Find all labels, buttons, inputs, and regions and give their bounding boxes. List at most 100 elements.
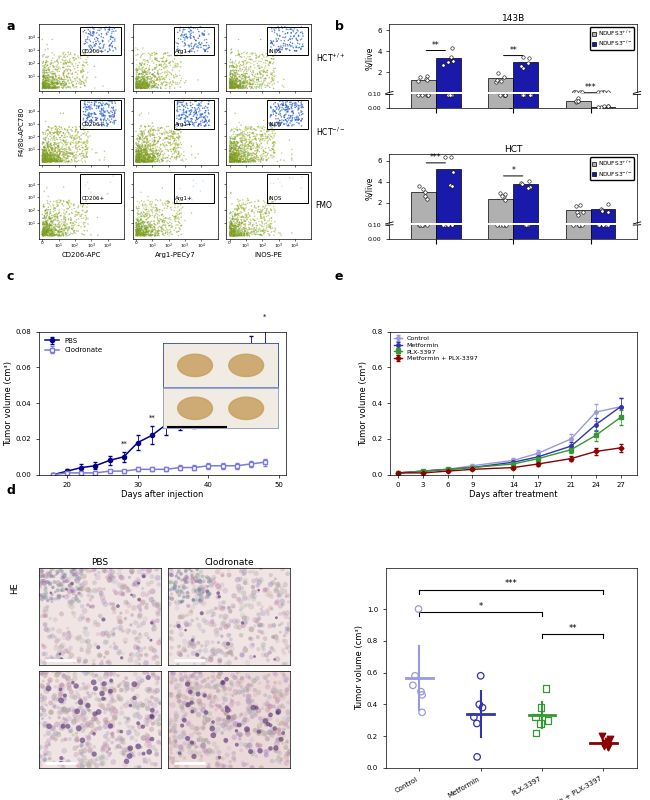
Point bbox=[230, 154, 240, 166]
Point bbox=[232, 137, 242, 150]
Point bbox=[142, 80, 152, 93]
Point bbox=[226, 154, 236, 167]
Point bbox=[247, 694, 257, 707]
Point bbox=[54, 50, 64, 62]
Point bbox=[226, 228, 237, 241]
Point bbox=[49, 221, 60, 234]
Point bbox=[40, 149, 50, 162]
Point bbox=[282, 119, 293, 132]
Point bbox=[52, 145, 62, 158]
Point bbox=[41, 150, 51, 162]
Point bbox=[224, 629, 234, 642]
Point bbox=[133, 74, 144, 86]
Point bbox=[133, 154, 144, 166]
Point bbox=[231, 78, 241, 90]
Point bbox=[139, 195, 150, 208]
Point bbox=[238, 152, 248, 165]
Point bbox=[185, 562, 195, 574]
Point bbox=[100, 730, 110, 742]
Point bbox=[245, 152, 255, 165]
Text: **: ** bbox=[510, 46, 517, 54]
Point bbox=[76, 747, 86, 760]
Point bbox=[133, 228, 144, 241]
Point bbox=[151, 148, 162, 161]
Point bbox=[240, 62, 251, 74]
Point bbox=[231, 81, 241, 94]
Point bbox=[144, 685, 154, 698]
Point bbox=[107, 26, 117, 38]
Point bbox=[53, 77, 63, 90]
Point bbox=[191, 111, 202, 124]
Point bbox=[131, 225, 142, 238]
Point bbox=[140, 74, 151, 87]
Point bbox=[283, 109, 294, 122]
Point bbox=[77, 227, 87, 240]
Point bbox=[54, 206, 64, 219]
Point bbox=[224, 155, 235, 168]
Point bbox=[131, 228, 142, 241]
Point bbox=[44, 224, 55, 237]
Point bbox=[149, 138, 159, 151]
Point bbox=[69, 224, 79, 237]
Point bbox=[257, 141, 268, 154]
Point bbox=[141, 221, 151, 234]
Point bbox=[45, 154, 55, 167]
Point bbox=[164, 732, 174, 745]
Point bbox=[238, 155, 248, 168]
Point bbox=[183, 717, 194, 730]
Point bbox=[135, 155, 145, 168]
Point bbox=[233, 149, 243, 162]
Point bbox=[71, 142, 81, 155]
Point bbox=[499, 71, 509, 84]
Point bbox=[133, 146, 143, 158]
Point bbox=[248, 155, 258, 168]
Point bbox=[270, 744, 281, 757]
Point bbox=[170, 726, 181, 738]
Point bbox=[132, 229, 142, 242]
Point bbox=[79, 570, 89, 582]
Point bbox=[142, 667, 153, 680]
Point bbox=[38, 143, 49, 156]
Point bbox=[39, 48, 49, 61]
Point bbox=[135, 80, 145, 93]
Point bbox=[131, 82, 141, 94]
Point bbox=[135, 50, 146, 63]
Point bbox=[232, 78, 242, 91]
Point bbox=[48, 154, 58, 166]
Point bbox=[142, 77, 152, 90]
Point bbox=[47, 70, 57, 82]
Point bbox=[281, 639, 292, 652]
Point bbox=[140, 120, 150, 133]
Point bbox=[52, 213, 62, 226]
Point bbox=[40, 154, 51, 167]
Point bbox=[135, 225, 145, 238]
Point bbox=[227, 649, 237, 662]
Point bbox=[42, 156, 52, 169]
Point bbox=[94, 706, 104, 718]
Point bbox=[179, 710, 189, 723]
Point bbox=[133, 223, 143, 236]
Point bbox=[232, 199, 242, 212]
Point bbox=[174, 640, 184, 653]
Point bbox=[274, 95, 285, 108]
Point bbox=[231, 228, 241, 241]
Point bbox=[136, 77, 146, 90]
Point bbox=[246, 217, 256, 230]
Point bbox=[181, 759, 192, 772]
Point bbox=[237, 202, 247, 214]
Point bbox=[146, 142, 156, 155]
Point bbox=[239, 125, 249, 138]
Point bbox=[233, 154, 244, 167]
Point bbox=[96, 116, 107, 129]
Point bbox=[62, 218, 73, 230]
Point bbox=[159, 73, 170, 86]
Point bbox=[196, 119, 206, 132]
Point bbox=[297, 170, 307, 183]
Point bbox=[232, 149, 242, 162]
Point bbox=[37, 155, 47, 168]
Point bbox=[248, 154, 259, 166]
Point bbox=[48, 78, 58, 90]
Point bbox=[141, 221, 151, 234]
Point bbox=[151, 74, 162, 86]
Point bbox=[165, 631, 176, 644]
